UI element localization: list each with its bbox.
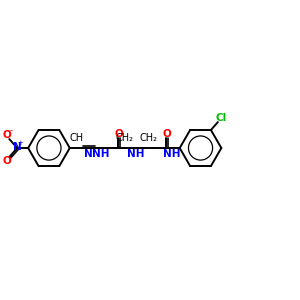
Text: O: O [3, 130, 12, 140]
Text: -: - [10, 126, 13, 135]
Text: +: + [18, 140, 24, 146]
Text: CH: CH [69, 133, 83, 143]
Text: CH₂: CH₂ [139, 133, 157, 143]
Text: Cl: Cl [215, 113, 226, 123]
Text: CH₂: CH₂ [115, 133, 133, 143]
Text: O: O [163, 129, 171, 139]
Text: NH: NH [128, 149, 145, 159]
Text: NH: NH [92, 149, 109, 159]
Text: O: O [115, 129, 124, 139]
Text: NH: NH [163, 149, 181, 159]
Text: N: N [84, 149, 93, 159]
Text: O: O [3, 156, 12, 166]
Text: N: N [13, 142, 22, 152]
